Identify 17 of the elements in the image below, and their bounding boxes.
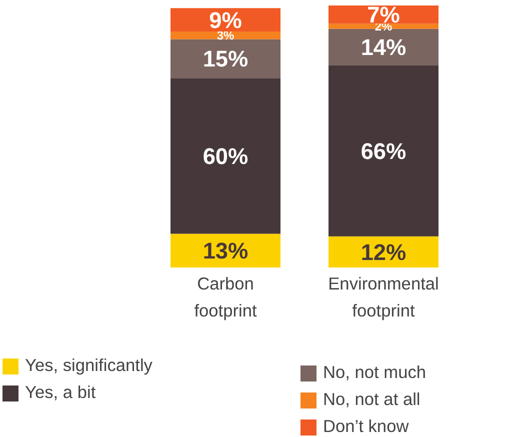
x-tick-label: Carbon footprint [194,274,257,320]
bar [170,39,280,78]
bar [328,65,438,236]
data-label: 15% [202,46,248,72]
data-label: 60% [202,142,248,169]
data-label: 14% [360,34,406,60]
legend-label: Yes, a bit [25,382,96,403]
data-label: 12% [360,238,406,265]
x-tick-label: Environmental footprint [328,274,439,320]
legend-label: Don’t know [323,416,409,437]
data-label: 13% [202,238,248,264]
legend-label: No, not much [323,362,426,383]
bar [170,78,280,234]
data-label: 66% [360,138,406,164]
legend-label: No, not at all [323,389,420,410]
bar [328,24,438,29]
legend-label: Yes, significantly [25,355,152,376]
